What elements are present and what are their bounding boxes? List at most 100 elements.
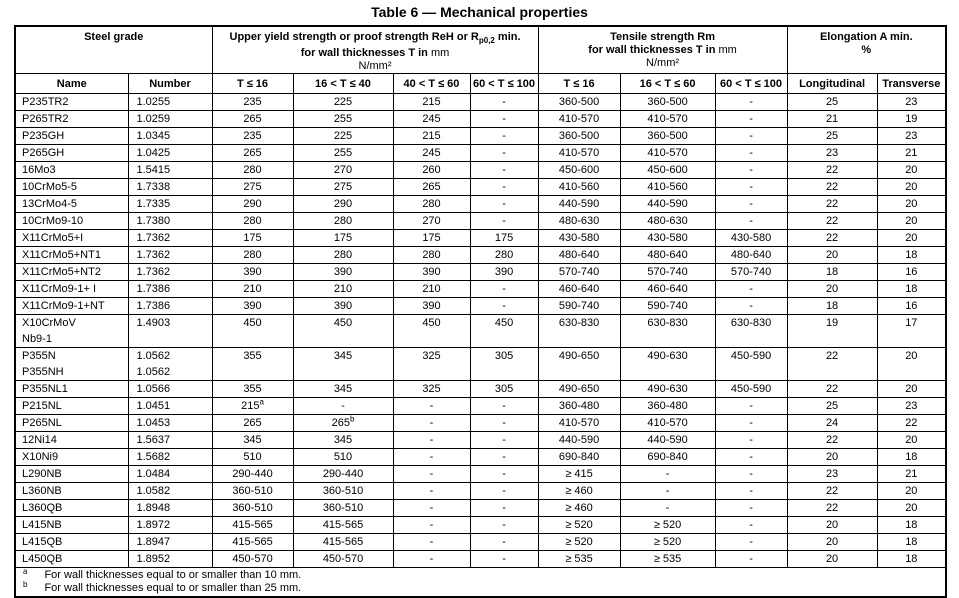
cell-value: 20 (786, 246, 878, 265)
cell-text: 390 (243, 299, 262, 312)
cell-text: 415-565 (322, 535, 364, 548)
cell-text: 16 (905, 265, 918, 278)
cell-value: - (392, 550, 471, 569)
cell-text: 290-440 (322, 467, 364, 480)
cell-text: 440-590 (647, 433, 688, 446)
cell-value: 20 (876, 380, 947, 399)
cell-text: - (429, 484, 434, 497)
cell-text: 225 (333, 129, 353, 142)
table-row: P265TR2 1.0259 265 255 245 - 410-570 410-570 - 21… (14, 110, 947, 129)
cell-name: 13CrMo4-5 (14, 195, 129, 214)
cell-text: 275 (243, 180, 262, 193)
cell-text: 1.0345 (136, 129, 171, 142)
cell-text: 630-830 (647, 317, 688, 330)
cell-text: - (749, 146, 753, 159)
cell-text: - (429, 535, 434, 548)
cell-value: - (469, 516, 539, 535)
cell-text: 410-570 (647, 146, 688, 159)
cell-value: 280 (211, 161, 294, 180)
cell-text: 345 (333, 382, 353, 395)
cell-text: 410-560 (647, 180, 688, 193)
cell-text: 20 (905, 214, 918, 227)
cell-text: 22 (825, 433, 839, 446)
cell-number: 1.7380 (127, 212, 213, 231)
cell-text: 19 (905, 112, 918, 125)
cell-text: 490-630 (647, 382, 688, 395)
cell-value: ≥ 535 (537, 550, 621, 569)
cell-text: - (665, 484, 670, 497)
cell-value: 18 (786, 297, 878, 316)
cell-text: 415-565 (322, 518, 364, 531)
cell-text: - (749, 180, 753, 193)
cell-text: P235GH (22, 129, 65, 142)
cell-value: 235 (211, 127, 294, 146)
cell-value: 290-440 (292, 465, 394, 484)
cell-text: 1.0425 (136, 146, 171, 159)
cell-value: - (714, 397, 788, 416)
cell-text: 450-570 (322, 552, 364, 565)
cell-text: 570-740 (558, 265, 600, 278)
cell-name: X10CrMoV Nb9-1 (14, 314, 129, 349)
cell-value: 20 (786, 533, 878, 552)
cell-value: 245 (392, 110, 471, 129)
cell-text: 255 (333, 146, 353, 159)
footnote-line: b For wall thicknesses equal to or smalle… (16, 580, 945, 595)
cell-text: P355NH (22, 366, 64, 379)
cell-text: X11CrMo9-1+ I (22, 282, 97, 295)
cell-text: 1.8948 (136, 501, 171, 514)
cell-value: 450-600 (537, 161, 621, 180)
cell-value: 630-830 (537, 314, 621, 349)
cell-name: 10CrMo9-10 (14, 212, 129, 231)
cell-text: 16Mo3 (22, 163, 56, 176)
table-row: P265NL 1.0453 265 265b - - 410-570 410-570 - 24 22 (14, 414, 947, 433)
cell-value: 225 (292, 93, 394, 112)
cell-text: 22 (825, 350, 839, 363)
cell-text: X11CrMo5+NT1 (22, 248, 101, 261)
cell-value: 18 (876, 246, 947, 265)
cell-value: 22 (876, 414, 947, 433)
table-row: P265GH 1.0425 265 255 245 - 410-570 410-570 - 23 2… (14, 144, 947, 163)
table-row: L360QB 1.8948 360-510 360-510 - - ≥ 460 - - 22 20 (14, 499, 947, 518)
cell-text: ≥ 535 (653, 552, 682, 565)
cell-text: 20 (905, 501, 918, 514)
cell-text: 410-570 (647, 416, 688, 429)
cell-text: 290 (243, 197, 262, 210)
table-row: X11CrMo5+NT2 1.7362 390 390 390 390 570-740 570… (14, 263, 947, 282)
cell-text: 1.0582 (136, 484, 171, 497)
cell-text: ≥ 520 (565, 535, 593, 548)
cell-text: 275 (333, 180, 353, 193)
cell-value: 16 (876, 263, 947, 282)
table-row: L450QB 1.8952 450-570 450-570 - - ≥ 535 ≥ 535 - 2… (14, 550, 947, 569)
table-row: 10CrMo5-5 1.7338 275 275 265 - 410-560 410-560 -… (14, 178, 947, 197)
cell-text: 1.0566 (136, 382, 171, 395)
cell-text: 430-580 (558, 231, 600, 244)
cell-text: 20 (905, 484, 918, 497)
table-row: X10Ni9 1.5682 510 510 - - 690-840 690-840 - 20 18 (14, 448, 947, 467)
cell-value: 690-840 (619, 448, 716, 467)
cell-value: - (469, 161, 539, 180)
cell-value: 490-630 (619, 347, 716, 382)
cell-value: - (392, 397, 471, 416)
cell-text: 280 (243, 214, 262, 227)
cell-name: P355NL1 (14, 380, 129, 399)
cell-value: 175 (392, 229, 471, 248)
cell-text: 1.7362 (136, 265, 171, 278)
cell-text: 450-590 (730, 350, 772, 363)
cell-value: 22 (786, 195, 878, 214)
cell-value: 450 (211, 314, 294, 349)
cell-value: 355 (211, 347, 294, 382)
cell-value: - (469, 178, 539, 197)
cell-value: 24 (786, 414, 878, 433)
cell-text: Nb9-1 (22, 333, 52, 346)
cell-value: 260 (392, 161, 471, 180)
cell-text: 255 (333, 112, 353, 125)
cell-value: 510 (292, 448, 394, 467)
cell-value: - (469, 127, 539, 146)
cell-value: 480-640 (619, 246, 716, 265)
cell-value: 570-740 (537, 263, 621, 282)
header-elongation: Elongation A min. % (786, 25, 947, 75)
cell-text: 1.7362 (136, 231, 171, 244)
cell-text: 23 (825, 146, 839, 159)
cell-text: - (429, 433, 434, 446)
cell-text: L450QB (22, 552, 63, 565)
